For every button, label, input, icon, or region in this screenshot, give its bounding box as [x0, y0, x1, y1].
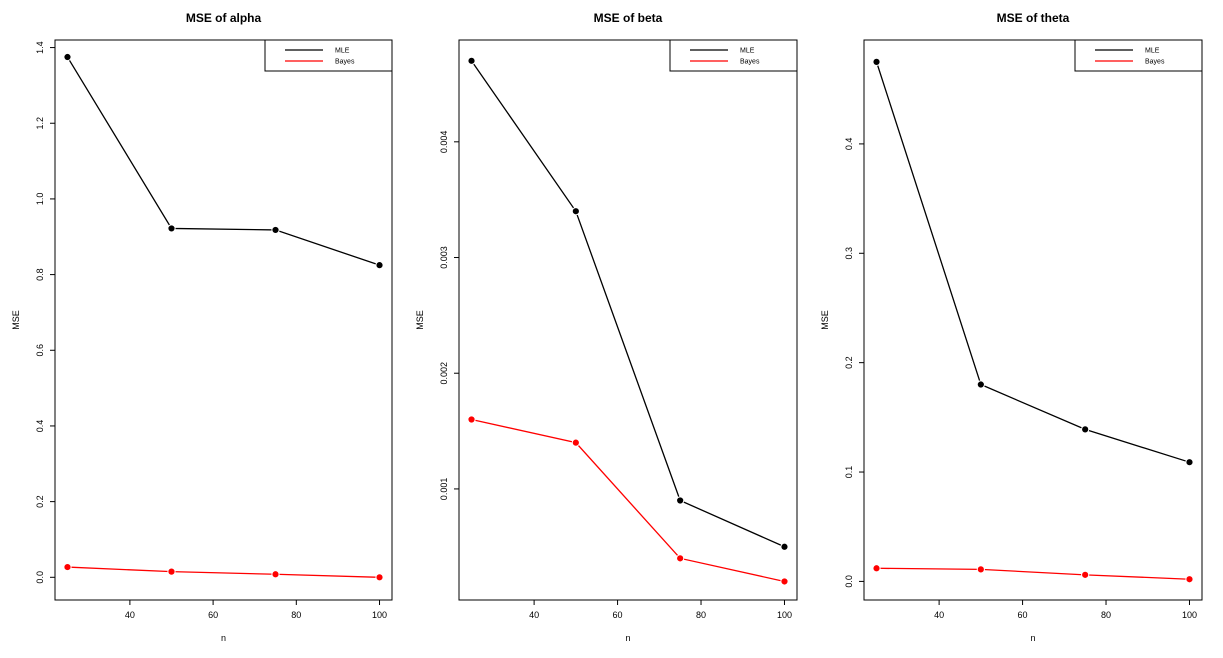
- y-tick-label: 1.4: [35, 41, 45, 54]
- data-point-bayes: [976, 565, 985, 574]
- data-point-mle: [872, 57, 881, 66]
- series-line-mle: [66, 56, 380, 266]
- x-tick-label: 100: [372, 610, 387, 620]
- data-point-bayes: [467, 415, 476, 424]
- data-point-mle: [375, 261, 384, 270]
- y-tick-label: 0.2: [844, 356, 854, 369]
- x-axis-label: n: [625, 633, 630, 643]
- x-axis-label: n: [221, 633, 226, 643]
- y-tick-label: 0.3: [844, 247, 854, 260]
- x-tick-label: 60: [208, 610, 218, 620]
- legend-label-bayes: Bayes: [740, 59, 760, 66]
- series-line-mle: [470, 60, 785, 548]
- y-tick-label: 0.003: [439, 246, 449, 269]
- legend-label-bayes: Bayes: [335, 59, 355, 66]
- series-line-bayes: [471, 418, 785, 583]
- chart-panel-2: MSE of beta 40 60 80 100 0.001 0.002 0.003 0.004…: [415, 11, 798, 643]
- y-tick-label: 0.0: [844, 575, 854, 588]
- legend-label-bayes: Bayes: [1145, 59, 1165, 66]
- y-tick-label: 0.001: [439, 478, 449, 501]
- data-point-bayes: [780, 577, 789, 586]
- data-point-mle: [167, 224, 176, 233]
- plot-frame: [54, 39, 393, 601]
- y-axis-label: MSE: [820, 310, 830, 330]
- chart-title: MSE of alpha: [186, 11, 262, 25]
- data-point-mle: [1081, 425, 1090, 434]
- y-axis-label: MSE: [11, 310, 21, 330]
- plot-frame: [863, 39, 1203, 601]
- data-point-mle: [63, 52, 72, 62]
- chart-panel-1: MSE of alpha 40 60 80 100 0.0 0.2 0.4 0.6 0.8 1.0 1…: [11, 11, 393, 643]
- x-tick-label: 100: [777, 610, 792, 620]
- data-point-mle: [271, 225, 280, 235]
- legend-label-mle: MLE: [335, 48, 350, 55]
- x-tick-label: 100: [1182, 610, 1197, 620]
- data-point-mle: [571, 207, 580, 216]
- y-tick-label: 0.2: [35, 495, 45, 508]
- series-line-mle: [875, 61, 1190, 463]
- legend-label-mle: MLE: [740, 48, 755, 55]
- y-tick-label: 0.1: [844, 466, 854, 479]
- x-tick-label: 60: [1018, 610, 1028, 620]
- series-line-bayes: [876, 567, 1190, 580]
- x-tick-label: 40: [934, 610, 944, 620]
- y-tick-label: 1.2: [35, 117, 45, 130]
- x-tick-label: 80: [696, 610, 706, 620]
- data-point-mle: [780, 542, 789, 551]
- data-point-mle: [1185, 458, 1194, 467]
- y-tick-label: 0.4: [844, 138, 854, 151]
- y-axis-label: MSE: [415, 310, 425, 330]
- legend-box: [1074, 39, 1203, 72]
- data-point-bayes: [571, 438, 580, 447]
- chart-panel-3: MSE of theta 40 60 80 100 0.0 0.1 0.2 0.3 0.4 n MSE…: [820, 11, 1203, 643]
- legend-box: [669, 39, 798, 72]
- data-point-mle: [676, 496, 685, 505]
- x-tick-label: 80: [1101, 610, 1111, 620]
- y-tick-label: 0.004: [439, 131, 449, 154]
- y-tick-label: 0.8: [35, 268, 45, 281]
- y-tick-label: 0.4: [35, 420, 45, 433]
- x-tick-label: 40: [125, 610, 135, 620]
- data-point-bayes: [271, 570, 280, 579]
- x-tick-label: 40: [529, 610, 539, 620]
- data-point-bayes: [63, 562, 72, 572]
- y-tick-label: 1.0: [35, 193, 45, 206]
- data-point-mle: [976, 380, 985, 389]
- legend-label-mle: MLE: [1145, 48, 1160, 55]
- data-point-bayes: [872, 564, 881, 573]
- y-tick-label: 0.0: [35, 571, 45, 584]
- y-tick-label: 0.6: [35, 344, 45, 357]
- x-tick-label: 80: [291, 610, 301, 620]
- series-line-bayes: [67, 566, 380, 578]
- plot-frame: [458, 39, 798, 601]
- data-point-bayes: [167, 567, 176, 576]
- data-point-bayes: [375, 573, 384, 582]
- data-point-bayes: [676, 554, 685, 563]
- chart-title: MSE of theta: [997, 11, 1070, 25]
- x-axis-label: n: [1030, 633, 1035, 643]
- y-tick-label: 0.002: [439, 362, 449, 385]
- data-point-bayes: [1185, 575, 1194, 584]
- x-tick-label: 60: [613, 610, 623, 620]
- data-point-mle: [467, 56, 476, 65]
- chart-title: MSE of beta: [594, 11, 663, 25]
- data-point-bayes: [1081, 570, 1090, 579]
- legend-box: [264, 39, 393, 72]
